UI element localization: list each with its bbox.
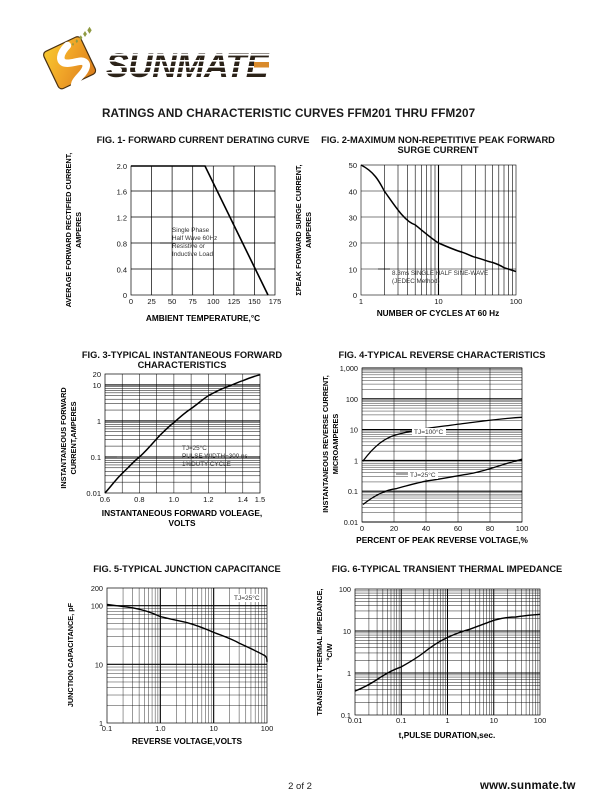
svg-text:°C/W: °C/W [325, 643, 334, 660]
svg-text:0.1: 0.1 [396, 716, 406, 725]
svg-text:100: 100 [534, 716, 547, 725]
svg-text:10: 10 [490, 716, 498, 725]
svg-text:1: 1 [445, 716, 449, 725]
svg-text:10: 10 [343, 627, 351, 636]
svg-text:FIG. 6-TYPICAL TRANSIENT THERM: FIG. 6-TYPICAL TRANSIENT THERMAL IMPEDAN… [332, 564, 563, 574]
svg-text:t,PULSE DURATION,sec.: t,PULSE DURATION,sec. [399, 730, 496, 740]
svg-text:1: 1 [347, 669, 351, 678]
svg-text:100: 100 [339, 585, 351, 594]
svg-text:0.01: 0.01 [348, 716, 363, 725]
svg-text:TRANSIENT THERMAL IMPEDANCE,: TRANSIENT THERMAL IMPEDANCE, [315, 588, 324, 715]
